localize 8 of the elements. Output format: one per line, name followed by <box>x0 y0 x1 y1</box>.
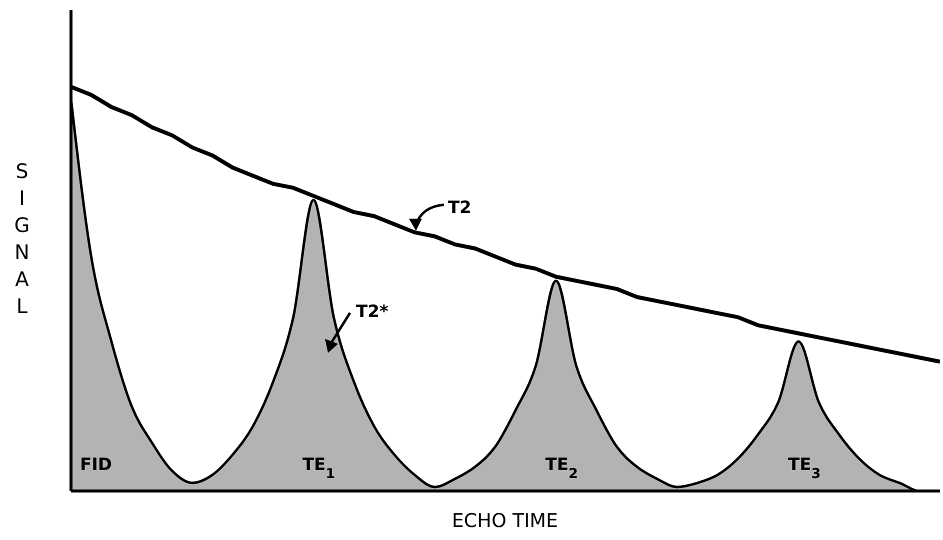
legend-label: T2 <box>448 198 472 218</box>
x-axis-title: ECHO TIME <box>452 510 558 532</box>
y-axis-title: SIGNAL <box>14 159 30 318</box>
annotation: TE$_{2}$ <box>545 455 578 482</box>
annotation: TE$_{1}$ <box>302 455 336 482</box>
annotation: FID <box>80 455 112 475</box>
annotation: TE$_{3}$ <box>788 455 821 482</box>
series-label: T2* <box>356 302 388 322</box>
